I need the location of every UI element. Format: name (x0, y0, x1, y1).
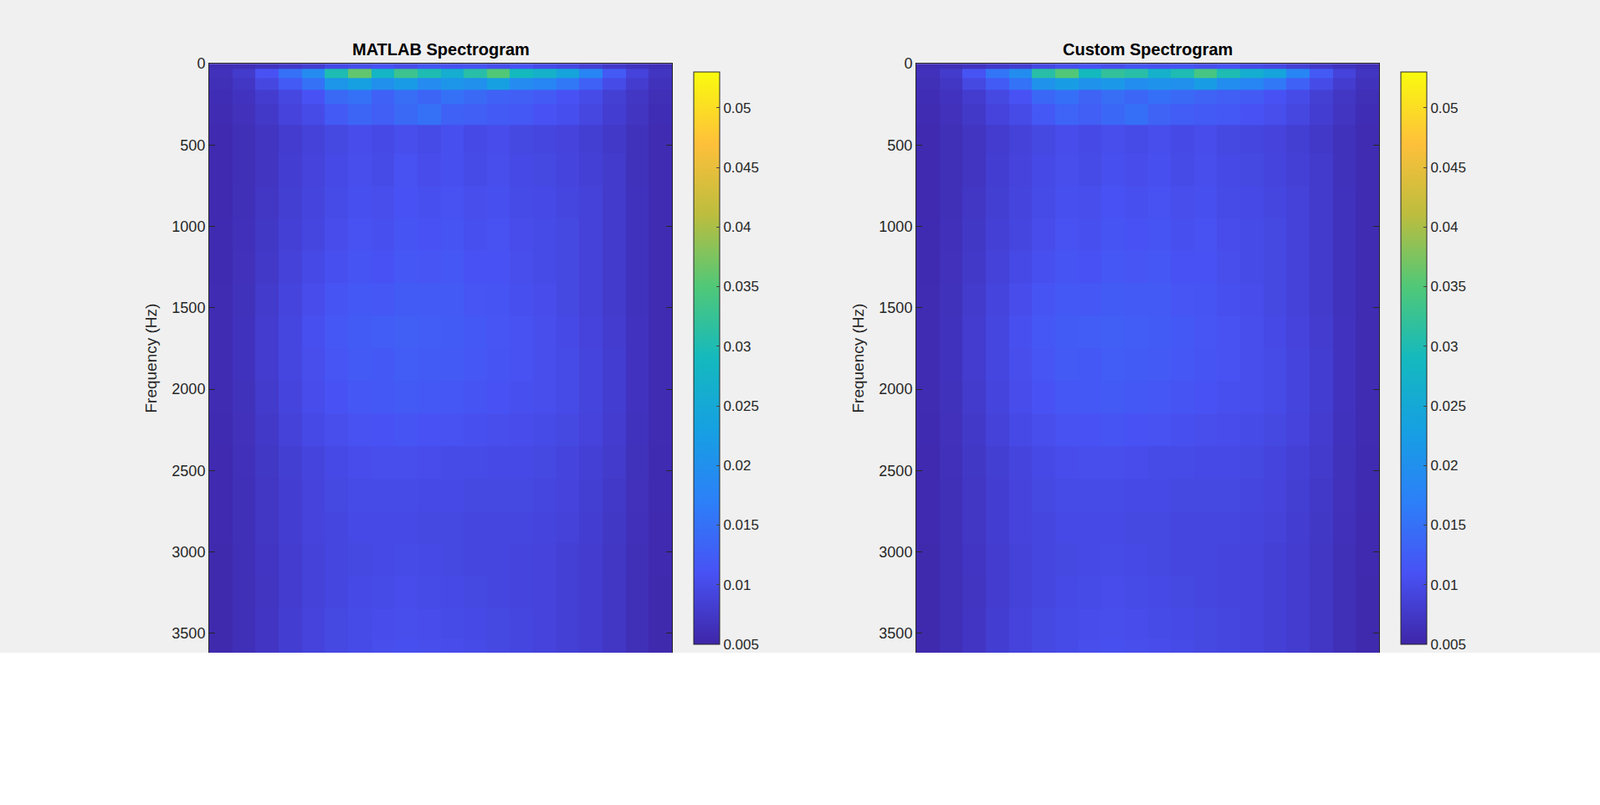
svg-text:0.04: 0.04 (723, 219, 751, 236)
svg-text:0.01: 0.01 (723, 577, 751, 594)
svg-text:1000: 1000 (878, 218, 913, 236)
svg-text:0.035: 0.035 (723, 278, 759, 295)
svg-text:1500: 1500 (171, 299, 206, 317)
svg-text:0.015: 0.015 (1430, 517, 1467, 534)
svg-text:0: 0 (903, 55, 913, 72)
svg-text:2000: 2000 (878, 380, 913, 398)
svg-text:3500: 3500 (171, 625, 206, 642)
svg-text:2500: 2500 (171, 462, 206, 480)
svg-text:Custom Spectrogram: Custom Spectrogram (1062, 40, 1233, 59)
svg-text:0.025: 0.025 (723, 398, 759, 415)
svg-text:MATLAB Spectrogram: MATLAB Spectrogram (352, 40, 530, 59)
svg-text:0.005: 0.005 (723, 636, 759, 653)
svg-text:0.02: 0.02 (1430, 457, 1458, 474)
svg-text:1500: 1500 (878, 299, 913, 317)
svg-text:0.025: 0.025 (1430, 398, 1467, 415)
svg-text:3500: 3500 (878, 625, 913, 642)
svg-text:0.04: 0.04 (1430, 219, 1458, 236)
svg-text:2500: 2500 (878, 462, 913, 480)
svg-text:0.035: 0.035 (1430, 278, 1467, 295)
svg-text:0.05: 0.05 (1430, 100, 1458, 117)
svg-text:0: 0 (196, 55, 206, 72)
svg-text:500: 500 (179, 137, 206, 154)
svg-text:3000: 3000 (878, 543, 913, 561)
svg-text:0.045: 0.045 (723, 159, 759, 176)
svg-text:0.05: 0.05 (723, 100, 751, 117)
svg-text:3000: 3000 (171, 543, 206, 561)
svg-text:0.005: 0.005 (1430, 636, 1467, 653)
svg-text:0.015: 0.015 (723, 517, 759, 534)
svg-text:Frequency (Hz): Frequency (Hz) (849, 303, 867, 414)
svg-text:0.045: 0.045 (1430, 159, 1467, 176)
svg-text:0.01: 0.01 (1430, 577, 1458, 594)
svg-text:0.03: 0.03 (1430, 338, 1458, 355)
svg-text:1000: 1000 (171, 218, 206, 236)
svg-text:0.02: 0.02 (723, 457, 751, 474)
svg-text:0.03: 0.03 (723, 338, 751, 355)
svg-text:Frequency (Hz): Frequency (Hz) (142, 303, 160, 414)
svg-text:2000: 2000 (171, 380, 206, 398)
svg-text:500: 500 (887, 137, 913, 154)
